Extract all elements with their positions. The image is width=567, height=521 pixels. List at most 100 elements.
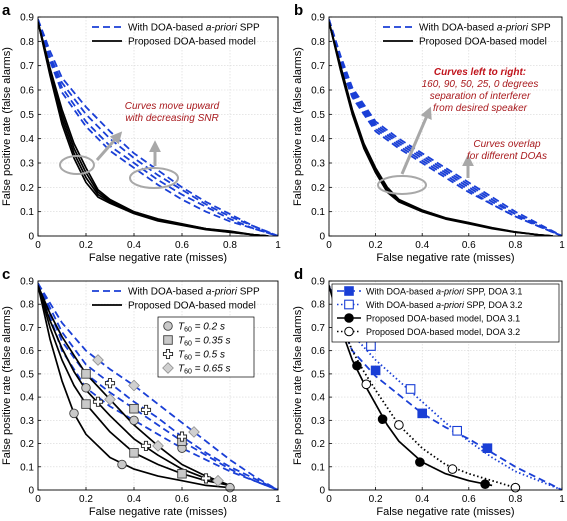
x-tick-label: 0.8 — [223, 240, 237, 251]
y-tick-label: 0 — [319, 486, 325, 497]
series-line-2 — [329, 285, 562, 490]
y-tick-label: 0.7 — [311, 61, 325, 72]
plot-area — [329, 17, 562, 236]
series-line-6 — [38, 285, 231, 487]
marker-legend-part: 60 — [184, 341, 192, 348]
annotations-b: Curves left to right:160, 90, 50, 25, 0 … — [377, 67, 547, 195]
series-line-2 — [329, 19, 562, 236]
y-tick-label: 0.1 — [311, 462, 325, 473]
series-3-marker — [377, 414, 388, 424]
legend-text-part: a-priori — [206, 23, 238, 34]
y-tick-label: 0.2 — [311, 183, 325, 194]
y-tick-label: 0.5 — [20, 369, 34, 380]
legend-text-part: a-priori — [436, 286, 465, 296]
y-tick-label: 0.5 — [311, 369, 325, 380]
y-tick-label: 0.4 — [20, 134, 34, 145]
axes-frame — [328, 280, 563, 491]
marker-legend-part: T — [178, 350, 185, 361]
y-tick-label: 0.4 — [311, 393, 325, 404]
legend-text-part: With DOA-based — [419, 23, 497, 34]
series-6-marker — [81, 399, 91, 409]
y-tick-label: 0.8 — [20, 37, 34, 48]
legend-text-part: SPP, DOA 3.1 — [464, 286, 522, 296]
x-tick-label: 0.2 — [369, 240, 383, 251]
legend-text-part: SPP — [237, 23, 260, 34]
panel-b: 0 0.2 0.4 0.6 0.8 1 0 0.1 0.2 0.3 0.4 0.5 0.6 0.7 0.8 0… — [292, 2, 565, 264]
legend-text-part: SPP, DOA 3.2 — [464, 300, 522, 310]
series-7-marker — [92, 396, 104, 407]
x-axis-label: False negative rate (misses) — [89, 252, 227, 264]
legend-text-part: With DOA-based — [128, 23, 206, 34]
x-tick-label: 1 — [559, 494, 565, 505]
legend-marker — [344, 286, 354, 296]
series-1-marker — [370, 365, 381, 376]
y-tick-label: 0.6 — [20, 86, 34, 97]
x-tick-label: 0.2 — [79, 494, 93, 505]
panel-letter: c — [2, 266, 10, 283]
series-line-4 — [38, 19, 278, 236]
x-tick-label: 0 — [35, 494, 41, 505]
y-tick-label: 0.5 — [311, 110, 325, 121]
series-3-marker — [352, 360, 362, 371]
legend-text-part: With DOA-based — [128, 287, 206, 298]
series-1-marker — [482, 443, 493, 453]
y-tick-label: 0 — [28, 486, 34, 497]
y-tick-label: 0.7 — [20, 323, 34, 334]
annotation-text: Curves left to right: — [434, 67, 526, 78]
panel-c: 0 0.2 0.4 0.6 0.8 1 0 0.1 0.2 0.3 0.4 0.5 0.6 0.7 0.8 0… — [1, 266, 281, 518]
x-tick-label: 1 — [275, 494, 281, 505]
marker-legend-label: T60 = 0.2 s — [178, 322, 225, 334]
series-3-marker — [480, 479, 490, 489]
legend-marker — [344, 299, 354, 310]
series-line-1 — [38, 19, 278, 236]
y-tick-label: 0.8 — [311, 300, 325, 311]
y-tick-label: 0.3 — [311, 159, 325, 170]
panel-d: 0 0.2 0.4 0.6 0.8 1 0 0.1 0.2 0.3 0.4 0.5 0.6 0.7 0.8 0… — [292, 266, 565, 518]
legend-text-part: SPP — [237, 287, 260, 298]
y-tick-label: 0.9 — [20, 13, 34, 24]
legend-entry-label: With DOA-based a-priori SPP — [419, 23, 551, 34]
marker-legend-part: T — [178, 322, 185, 333]
series-3-marker — [176, 431, 188, 442]
x-tick-label: 0.4 — [127, 494, 141, 505]
x-tick-label: 0.2 — [79, 240, 93, 251]
x-tick-label: 0.8 — [508, 240, 522, 251]
legend-entry-label: Proposed DOA-based model, DOA 3.2 — [366, 327, 520, 337]
marker-legend-part: 60 — [184, 327, 192, 334]
annotation-text: separation of interferer — [430, 91, 531, 102]
marker-legend-part: = 0.5 s — [192, 350, 225, 361]
highlight-ellipse — [129, 167, 179, 189]
series-line-3 — [38, 19, 278, 236]
y-tick-label: 0.1 — [20, 462, 34, 473]
arrow — [400, 106, 432, 175]
marker-legend-label: T60 = 0.65 s — [178, 364, 231, 376]
series-2-marker — [366, 341, 376, 351]
plot-area — [38, 17, 278, 236]
series-4-marker — [92, 354, 104, 366]
x-axis-label: False negative rate (misses) — [376, 506, 514, 518]
arrow — [95, 131, 123, 161]
legend-text-part: With DOA-based — [366, 286, 436, 296]
x-tick-label: 0.4 — [415, 494, 429, 505]
marker-legend-box — [157, 316, 255, 378]
legend-entry-label: Proposed DOA-based model — [128, 37, 256, 48]
legend-text-part: SPP — [528, 23, 551, 34]
x-tick-label: 0.8 — [508, 494, 522, 505]
series-6-marker — [129, 448, 139, 458]
legend-entry-label: Proposed DOA-based model, DOA 3.1 — [366, 313, 520, 323]
y-tick-label: 0 — [28, 232, 34, 243]
y-axis-label: False positive rate (false alarms) — [1, 306, 13, 465]
y-tick-label: 0.2 — [20, 183, 34, 194]
y-tick-label: 0.8 — [311, 37, 325, 48]
series-2-marker — [81, 369, 91, 379]
series-4-marker — [128, 379, 140, 392]
series-4-marker — [394, 420, 404, 430]
y-tick-label: 0.9 — [311, 13, 325, 24]
series-5-marker — [117, 459, 127, 470]
series-1-marker — [81, 383, 91, 393]
legend-box — [331, 283, 560, 343]
series-line-5 — [329, 19, 562, 236]
series-3-marker — [140, 404, 152, 415]
legend-entry-label: Proposed DOA-based model — [128, 301, 256, 312]
